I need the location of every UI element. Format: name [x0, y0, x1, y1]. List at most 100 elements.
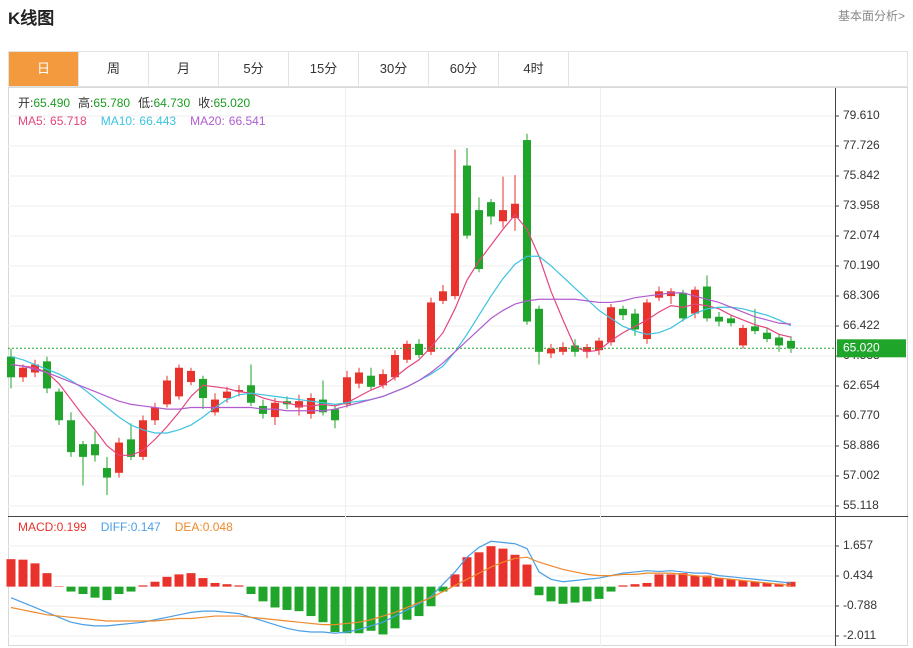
candle-body	[19, 367, 27, 378]
macd-bar	[546, 586, 556, 602]
macd-bar	[186, 573, 196, 587]
legend-value: 0.048	[203, 520, 233, 534]
plot-frame	[8, 87, 908, 646]
candle-body	[739, 327, 747, 346]
period-tab[interactable]: 周	[79, 52, 149, 86]
macd-bar	[774, 583, 784, 587]
last-price-label: 65.020	[843, 340, 880, 354]
macd-bar	[378, 586, 388, 635]
macd-bar	[198, 578, 208, 587]
y-tick-label: 0.434	[843, 568, 873, 582]
y-tick-label: 1.657	[843, 538, 873, 552]
legend: 开:65.490 高:65.780 低:64.730 收:65.020	[18, 95, 251, 110]
candle-body	[403, 343, 411, 360]
legend-name: MA10:	[101, 114, 136, 128]
legend: MACD:0.199 DIFF:0.147 DEA:0.048	[18, 520, 233, 534]
info-label: 高:	[78, 95, 93, 110]
macd-bar	[66, 586, 76, 592]
macd-bar	[354, 586, 364, 634]
candle-body	[163, 380, 171, 405]
macd-bar	[498, 548, 508, 587]
legend-name: MACD:	[18, 520, 57, 534]
macd-bar	[282, 586, 292, 610]
candle-body	[103, 468, 111, 478]
macd-bar	[6, 559, 16, 587]
candle-body	[43, 361, 51, 389]
period-tab[interactable]: 月	[149, 52, 219, 86]
y-tick-label: 66.422	[843, 318, 880, 332]
candle-body	[223, 391, 231, 398]
macd-bar	[702, 575, 712, 587]
candle-body	[631, 313, 639, 330]
candle-body	[31, 364, 39, 373]
legend-name: DEA:	[175, 520, 203, 534]
y-tick-label: 70.190	[843, 258, 880, 272]
ma-line	[10, 255, 792, 434]
y-tick-label: -0.788	[843, 598, 877, 612]
candle-body	[115, 442, 123, 473]
y-tick-label: 57.002	[843, 468, 880, 482]
candle-body	[391, 354, 399, 378]
macd-bar	[522, 564, 532, 587]
macd-bar	[90, 586, 100, 598]
macd-bar	[126, 586, 136, 592]
y-tick-label: 77.726	[843, 138, 880, 152]
y-tick-label: 55.118	[843, 498, 879, 512]
candle-body	[703, 286, 711, 319]
period-tab[interactable]: 4时	[499, 52, 569, 86]
candle-body	[511, 203, 519, 219]
y-tick-label: 75.842	[843, 168, 880, 182]
candle-body	[67, 420, 75, 453]
info-label: 低:	[138, 96, 153, 110]
candle-body	[187, 370, 195, 383]
candle-body	[523, 140, 531, 322]
candle-body	[175, 367, 183, 397]
period-tab[interactable]: 30分	[359, 52, 429, 86]
analysis-link[interactable]: 基本面分析>	[837, 9, 905, 23]
macd-bar	[54, 586, 64, 587]
candle-body	[751, 326, 759, 332]
ma-line	[10, 292, 792, 412]
candle-body	[763, 332, 771, 340]
y-tick-label: 60.770	[843, 408, 880, 422]
macd-bar	[306, 586, 316, 617]
candle-body	[235, 390, 243, 392]
macd-bar	[438, 586, 448, 592]
candle-body	[667, 291, 675, 297]
y-tick-label: 73.958	[843, 198, 880, 212]
candle-body	[259, 405, 267, 414]
candle-body	[427, 302, 435, 352]
legend-name: DIFF:	[101, 520, 131, 534]
y-tick-label: 62.654	[843, 378, 880, 392]
legend-value: 66.541	[229, 114, 266, 128]
macd-bar	[534, 586, 544, 596]
macd-bar	[582, 586, 592, 602]
macd-bar	[30, 563, 40, 587]
macd-bar	[366, 586, 376, 631]
candle-body	[571, 345, 579, 352]
candle-body	[691, 289, 699, 314]
macd-bar	[246, 586, 256, 594]
period-tab[interactable]: 15分	[289, 52, 359, 86]
period-tab[interactable]: 5分	[219, 52, 289, 86]
candle-body	[787, 340, 795, 349]
candle-body	[487, 202, 495, 217]
macd-bar	[666, 574, 676, 587]
macd-line	[10, 556, 792, 626]
candle-body	[367, 375, 375, 387]
candle-body	[139, 420, 147, 457]
period-tab[interactable]: 日	[9, 52, 79, 86]
macd-bar	[618, 585, 628, 587]
legend: MA5: 65.718 MA10: 66.443 MA20: 66.541	[18, 114, 266, 128]
macd-bar	[174, 574, 184, 587]
candle-body	[583, 347, 591, 352]
info-value: 65.490	[33, 96, 70, 110]
period-tab[interactable]: 60分	[429, 52, 499, 86]
y-tick-label: 72.074	[843, 228, 880, 242]
candle-body	[619, 308, 627, 316]
candle-body	[211, 399, 219, 413]
candle-body	[439, 291, 447, 301]
info-label: 收:	[198, 96, 213, 110]
candle-body	[379, 374, 387, 386]
ma-line	[10, 213, 792, 456]
